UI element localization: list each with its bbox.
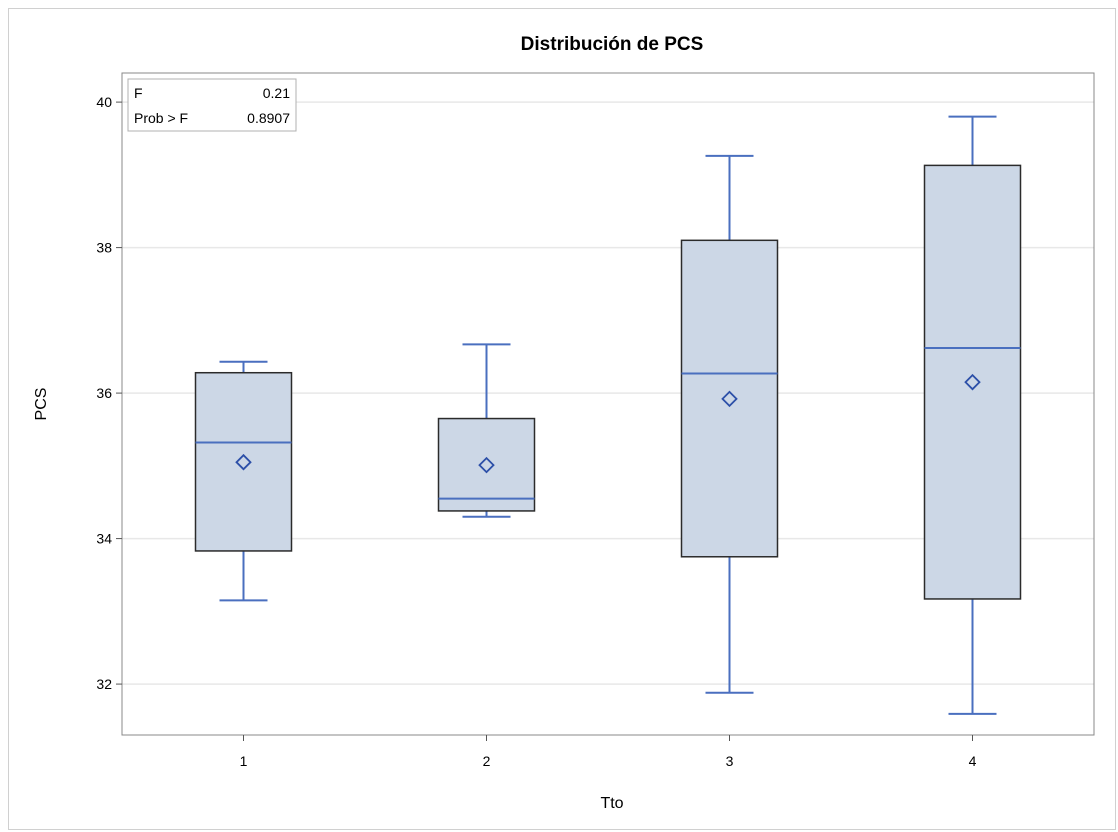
- mean-marker: [235, 453, 252, 471]
- x-axis-label: Tto: [600, 795, 623, 812]
- y-tick-label: 36: [96, 385, 112, 401]
- inset-f-value: 0.21: [263, 85, 290, 101]
- y-tick-label: 32: [96, 676, 112, 692]
- mean-marker: [721, 390, 738, 408]
- y-tick-label: 40: [96, 94, 112, 110]
- inset-f-label: F: [134, 85, 143, 101]
- box-group-1: [194, 360, 293, 602]
- box-iqr: [680, 239, 779, 558]
- y-axis-label: PCS: [33, 388, 50, 421]
- box-iqr: [194, 371, 293, 552]
- box-iqr: [923, 164, 1022, 600]
- boxes: [194, 115, 1022, 715]
- chart-title: Distribución de PCS: [521, 34, 704, 55]
- box-group-4: [923, 115, 1022, 715]
- y-tick-label: 38: [96, 240, 112, 256]
- x-tick-label: 3: [726, 753, 734, 769]
- box-iqr: [437, 417, 536, 512]
- y-axis-ticks: 32 34 36 38 40: [96, 94, 122, 692]
- y-tick-label: 34: [96, 531, 112, 547]
- mean-marker: [964, 373, 981, 391]
- plot-area: [121, 72, 1095, 736]
- x-tick-label: 2: [483, 753, 491, 769]
- x-axis-ticks: 1 2 3 4: [240, 735, 977, 769]
- mean-marker: [478, 456, 495, 474]
- x-tick-label: 1: [240, 753, 248, 769]
- x-tick-label: 4: [969, 753, 977, 769]
- inset-prob-label: Prob > F: [134, 110, 188, 126]
- box-group-3: [680, 154, 779, 694]
- stats-inset-frame: [127, 78, 297, 132]
- stats-inset: F 0.21 Prob > F 0.8907: [127, 78, 297, 132]
- box-group-2: [437, 343, 536, 518]
- inset-prob-value: 0.8907: [247, 110, 290, 126]
